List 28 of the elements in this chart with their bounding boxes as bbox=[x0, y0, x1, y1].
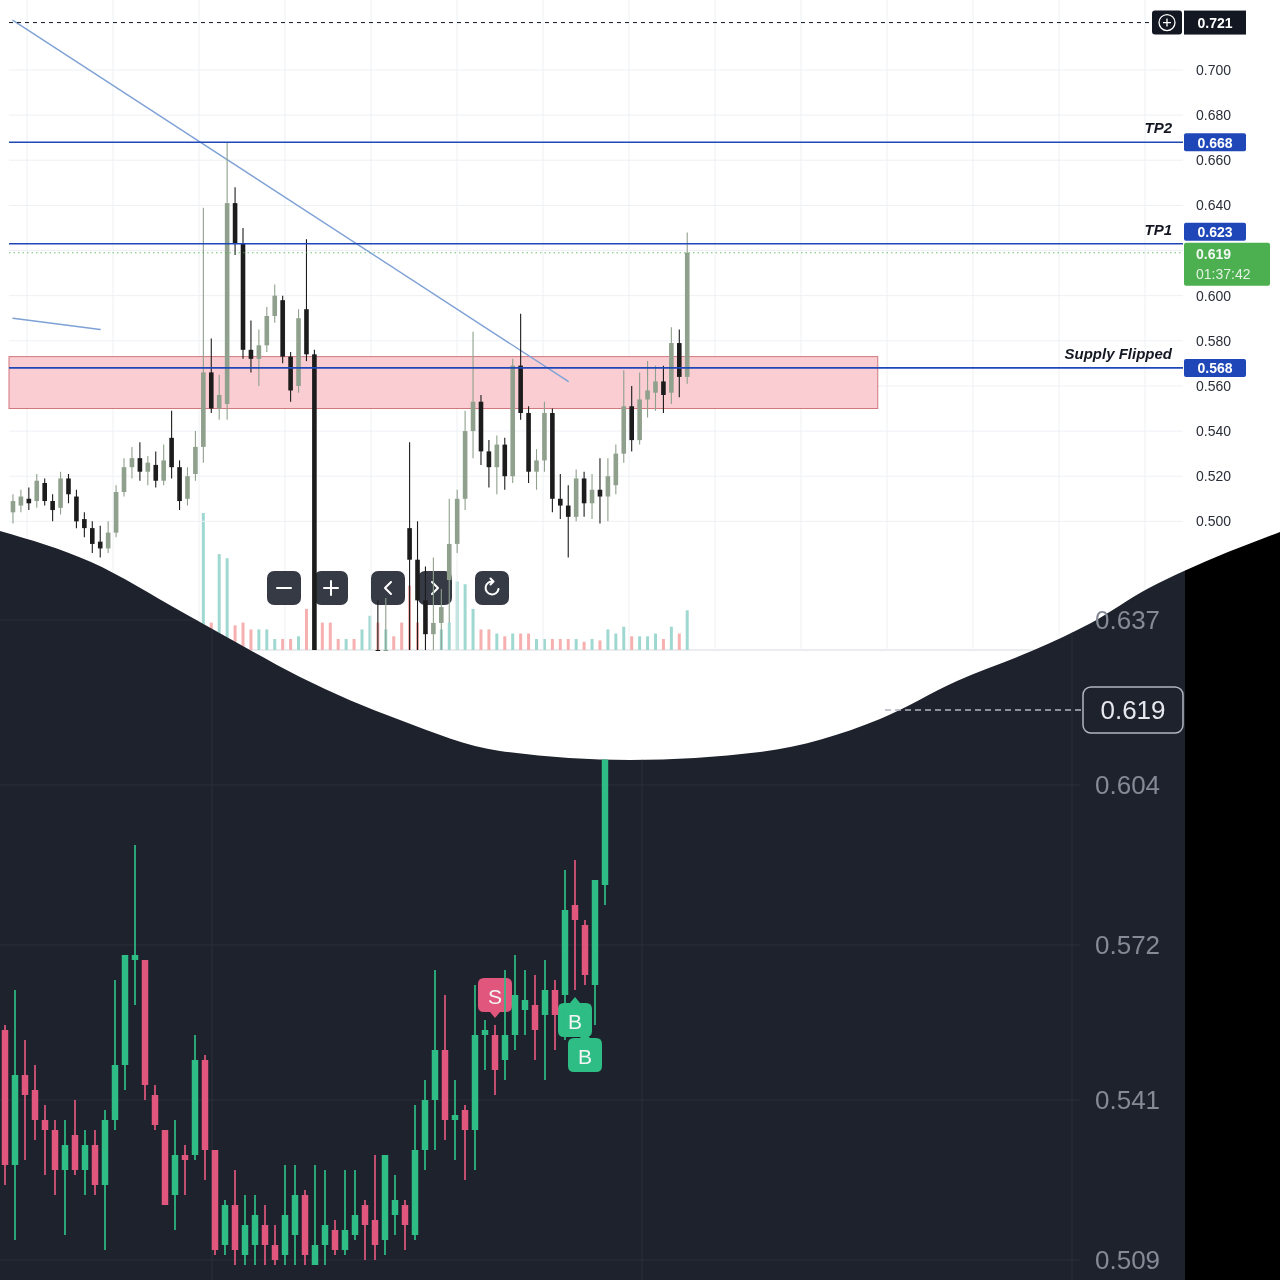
y-tick-label: 0.600 bbox=[1196, 287, 1232, 304]
y-tick-label: 0.580 bbox=[1196, 332, 1232, 349]
y-tick-label: 0.541 bbox=[1095, 1085, 1161, 1115]
ref-line-label: TP2 bbox=[1144, 119, 1173, 137]
y-tick-label: 0.660 bbox=[1196, 152, 1232, 169]
text: 0.623 bbox=[1197, 224, 1233, 241]
ref-line-label: 01:37:42 bbox=[1196, 265, 1251, 282]
y-tick-label: 0.637 bbox=[1095, 605, 1161, 635]
text: 0.619 bbox=[1100, 695, 1166, 725]
text: 0.721 bbox=[1197, 14, 1233, 31]
text: 0.619 bbox=[1196, 245, 1232, 262]
series-label: S bbox=[487, 984, 503, 1008]
y-tick-label: 0.700 bbox=[1196, 61, 1232, 78]
text: 0.668 bbox=[1197, 134, 1233, 151]
y-tick-label: 0.680 bbox=[1196, 107, 1232, 124]
y-tick-label: 0.572 bbox=[1095, 930, 1161, 960]
y-tick-label: 0.520 bbox=[1196, 468, 1232, 485]
y-tick-label: 0.500 bbox=[1196, 513, 1232, 530]
ref-line-label: Supply Flipped bbox=[1064, 344, 1173, 362]
y-tick-label: 0.540 bbox=[1196, 423, 1232, 440]
y-tick-label: 0.604 bbox=[1095, 770, 1161, 800]
y-tick-label: 0.560 bbox=[1196, 377, 1232, 394]
text: B bbox=[577, 1044, 593, 1068]
legend-label: TP1 bbox=[1144, 220, 1172, 238]
y-tick-label: 0.509 bbox=[1095, 1245, 1161, 1275]
y-tick-label: 0.640 bbox=[1196, 197, 1232, 214]
series-label: B bbox=[567, 1009, 583, 1033]
text: 0.568 bbox=[1197, 360, 1233, 377]
